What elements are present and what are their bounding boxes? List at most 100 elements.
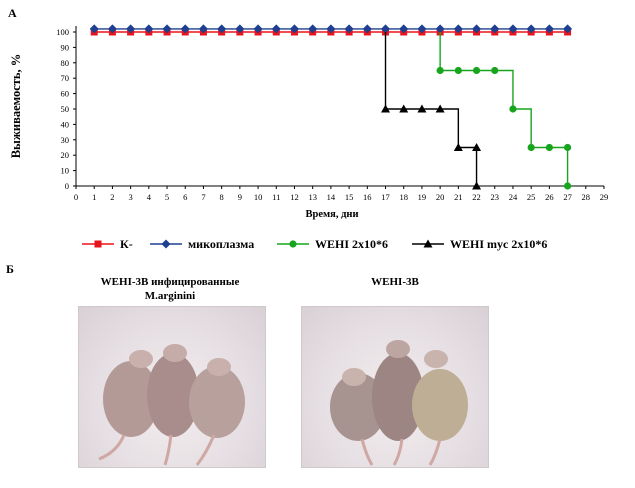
diamond-series-point (308, 24, 318, 34)
x-tick-label: 11 (272, 192, 280, 202)
diamond-series-point (453, 24, 463, 34)
x-tick-label: 16 (363, 192, 372, 202)
diamond-series-point (289, 24, 299, 34)
mice-illustration-infected (98, 344, 245, 466)
diamond-series-point (490, 24, 500, 34)
x-tick-label: 1 (92, 192, 96, 202)
x-tick-label: 29 (600, 192, 609, 202)
diamond-series-point (417, 24, 427, 34)
diamond-series-point (344, 24, 354, 34)
diamond-series-point (198, 24, 208, 34)
legend-label: WEHI 2x10*6 (315, 237, 388, 251)
triangle-series-point (399, 104, 409, 113)
x-tick-label: 20 (436, 192, 445, 202)
mice-illustration-control (330, 340, 468, 466)
x-tick-label: 10 (254, 192, 263, 202)
x-tick-label: 21 (454, 192, 463, 202)
photo-caption-infected-line2: M.arginini (144, 290, 196, 302)
diamond-series-point (107, 24, 117, 34)
y-tick-label: 90 (61, 42, 70, 52)
x-tick-label: 8 (220, 192, 224, 202)
photo-caption-infected-line1: WEHI-3B инфицированные (100, 276, 240, 288)
circle-series-point (563, 143, 572, 152)
diamond-series-point (399, 24, 409, 34)
mice-photo-control (301, 306, 489, 468)
diamond-series-point (362, 24, 372, 34)
diamond-series-point (544, 24, 554, 34)
panel-b-label: Б (6, 262, 14, 276)
diamond-series-point (526, 24, 536, 34)
diamond-series-point (180, 24, 190, 34)
x-tick-label: 6 (183, 192, 187, 202)
triangle-series-point (417, 104, 427, 113)
x-axis-label: Время, дни (306, 209, 359, 220)
photo-caption-control: WEHI-3B (300, 275, 490, 289)
y-tick-label: 0 (65, 181, 69, 191)
triangle-series-point (381, 104, 391, 113)
diamond-series-point (126, 24, 136, 34)
y-axis-label: Выживаемость, % (9, 54, 23, 159)
x-tick-label: 15 (345, 192, 354, 202)
x-tick-label: 24 (509, 192, 518, 202)
diamond-series-point (381, 24, 391, 34)
diamond-series-point (162, 24, 172, 34)
y-tick-label: 40 (61, 119, 70, 129)
legend-marker (423, 239, 433, 248)
x-tick-label: 9 (238, 192, 242, 202)
photo-caption-infected: WEHI-3B инфицированные M.arginini (70, 275, 270, 303)
diamond-series-point (326, 24, 336, 34)
x-tick-label: 23 (491, 192, 500, 202)
legend-marker (289, 240, 297, 248)
x-tick-label: 17 (381, 192, 390, 202)
y-tick-label: 20 (61, 150, 70, 160)
mice-photo-infected (78, 306, 266, 468)
panel-a-label: А (8, 6, 17, 20)
x-tick-label: 4 (147, 192, 152, 202)
diamond-series-point (271, 24, 281, 34)
diamond-series-point (144, 24, 154, 34)
x-tick-label: 22 (472, 192, 481, 202)
circle-series-point (545, 143, 553, 152)
diamond-series-point (235, 24, 245, 34)
diamond-series-point (217, 24, 227, 34)
circle-series-point (436, 66, 444, 75)
legend-marker (161, 239, 171, 249)
circle-series-point (491, 66, 499, 75)
legend-label: микоплазма (188, 237, 254, 251)
x-tick-label: 28 (582, 192, 591, 202)
x-tick-label: 27 (563, 192, 572, 202)
y-tick-label: 50 (61, 104, 70, 114)
x-tick-label: 7 (201, 192, 205, 202)
x-tick-label: 14 (327, 192, 336, 202)
triangle-series-point (453, 143, 463, 151)
triangle-series-line (384, 32, 478, 186)
x-tick-label: 3 (128, 192, 132, 202)
circle-series-point (472, 66, 481, 75)
circle-series-point (563, 182, 572, 190)
legend-label: К- (120, 237, 133, 251)
y-tick-label: 70 (61, 73, 70, 83)
x-tick-label: 0 (74, 192, 78, 202)
survival-chart: 0 1 2 3 4 5 6 7 8 9 10 11 12 13 14 15 16 17 18 19 20 21 22 23 24… (9, 24, 609, 251)
circle-series-point (454, 66, 462, 75)
triangle-series-point (472, 143, 482, 151)
diamond-series-point (508, 24, 518, 34)
x-tick-label: 12 (290, 192, 299, 202)
legend-marker (94, 240, 102, 248)
diamond-series-point (563, 24, 573, 34)
x-tick-label: 5 (165, 192, 169, 202)
circle-series-line (439, 32, 569, 186)
x-tick-label: 13 (308, 192, 317, 202)
x-tick-label: 2 (110, 192, 114, 202)
diamond-series-point (435, 24, 445, 34)
y-tick-label: 100 (56, 27, 69, 37)
triangle-series-point (472, 181, 482, 190)
legend-label: WEHI myc 2x10*6 (450, 237, 547, 251)
y-tick-label: 60 (61, 89, 70, 99)
triangle-series-point (435, 104, 445, 113)
y-tick-label: 10 (61, 166, 70, 176)
y-tick-label: 30 (61, 135, 70, 145)
circle-series-point (527, 143, 535, 152)
x-tick-label: 26 (545, 192, 554, 202)
x-tick-label: 19 (418, 192, 427, 202)
